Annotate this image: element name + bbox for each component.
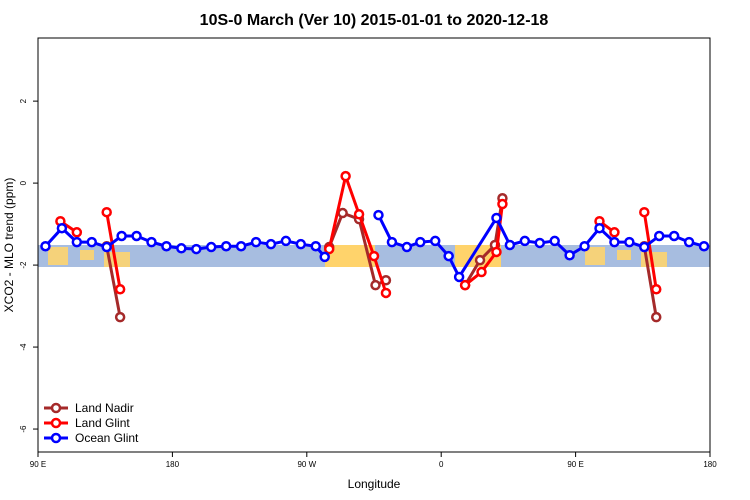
x-tick-label: 90 E [567,460,583,469]
point [71,236,83,248]
point [609,236,620,248]
point [698,240,710,252]
point [579,240,590,252]
y-tick-label: 2 [19,98,28,103]
point [191,243,202,255]
point [504,239,516,251]
series-line [59,170,658,294]
point [453,271,465,283]
point [370,279,381,291]
point [609,227,620,238]
land-patch [80,250,94,260]
chart-title: 10S-0 March (Ver 10) 2015-01-01 to 2020-… [200,12,549,29]
point [491,246,502,258]
plot-frame [37,37,711,453]
point [86,236,98,248]
x-tick-label: 0 [439,460,444,469]
x-tick-label: 180 [166,460,180,469]
point [639,206,650,218]
point [101,206,112,218]
point [116,230,127,242]
point [71,227,83,238]
point [401,241,413,253]
point [114,311,126,323]
point [650,284,662,295]
point [653,230,665,242]
legend-label: Ocean Glint [75,431,139,445]
point [220,240,232,252]
land-patch [325,245,375,267]
legend-marker [50,417,62,429]
point [534,237,546,249]
point [265,238,277,250]
x-tick-label: 90 E [30,460,46,469]
point [549,235,560,247]
point [56,222,68,234]
y-tick-label: -4 [19,343,28,351]
point [474,254,486,266]
point [459,279,471,291]
point [380,287,392,299]
legend-marker [50,402,62,414]
point [683,236,695,248]
y-tick-label: -2 [19,261,28,269]
point [161,240,172,252]
point [337,207,348,219]
point [639,241,650,253]
point [497,198,508,210]
point [176,243,187,254]
point [340,170,351,182]
point [476,266,487,278]
point [310,240,322,252]
point [353,209,365,220]
legend-label: Land Glint [75,416,130,430]
point [386,236,398,248]
point [594,222,605,234]
y-axis-label: XCO2 - MLO trend (ppm) [2,178,16,313]
point [146,236,157,248]
point [205,241,217,253]
point [280,235,292,247]
point [250,236,262,248]
point [40,240,51,252]
legend-marker [50,432,62,444]
point [101,241,112,253]
land-patch [617,250,631,260]
point [235,240,247,252]
legend-label: Land Nadir [75,401,134,415]
point [650,311,662,323]
point [564,249,575,261]
point [668,230,680,242]
point [114,284,126,295]
y-tick-label: 0 [19,180,28,185]
point [131,230,142,242]
point [295,238,307,250]
x-axis-label: Longitude [348,477,401,491]
y-tick-label: -6 [19,425,28,433]
point [319,251,330,263]
point [368,250,380,262]
point [323,243,335,255]
point [491,212,502,224]
land-patch [48,247,68,265]
x-tick-label: 90 W [297,460,316,469]
point [519,235,531,247]
point [415,236,426,248]
point [443,250,454,262]
land-patch [585,247,605,265]
x-tick-label: 180 [703,460,717,469]
point [373,209,384,221]
point [429,235,441,247]
point [624,236,635,248]
